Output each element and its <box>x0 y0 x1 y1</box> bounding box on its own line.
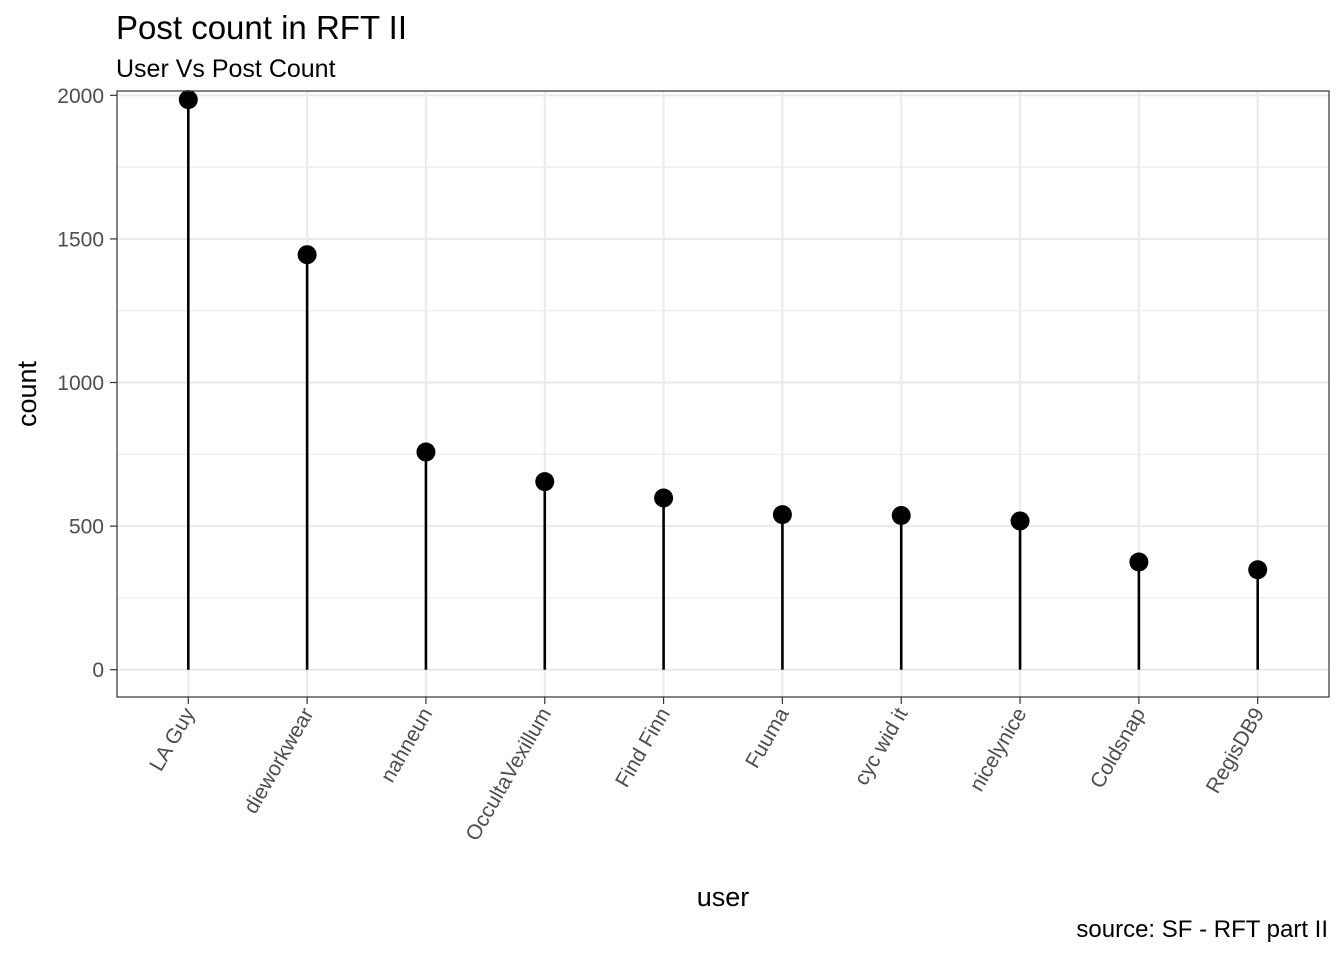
panel-border <box>116 90 1330 698</box>
data-point <box>297 245 317 265</box>
grid-lines <box>117 91 1329 697</box>
data-point <box>1010 511 1030 531</box>
x-tick-label: Fuuma <box>741 704 794 772</box>
x-tick-label: Find Finn <box>611 704 675 791</box>
chart-caption: source: SF - RFT part II <box>1076 916 1328 943</box>
x-tick-label: dieworkwear <box>240 704 319 818</box>
data-point <box>535 472 555 492</box>
x-tick-label: RegisDB9 <box>1202 704 1269 797</box>
data-point <box>654 488 674 508</box>
x-axis-title: user <box>697 882 750 912</box>
y-axis-title: count <box>12 360 42 427</box>
y-tick-label: 500 <box>69 516 104 539</box>
x-tick-label: LA Guy <box>145 704 200 776</box>
y-tick-label: 1500 <box>57 228 104 251</box>
y-tick-label: 1000 <box>57 372 104 395</box>
data-point <box>772 505 792 525</box>
chart-title: Post count in RFT II <box>116 9 408 46</box>
chart-subtitle: User Vs Post Count <box>116 55 336 83</box>
data-point <box>1129 552 1149 572</box>
data-point <box>178 90 198 110</box>
data-point <box>1248 560 1268 580</box>
y-tick-label: 0 <box>92 659 104 682</box>
x-tick-label: OccultaVexillum <box>461 704 556 845</box>
y-tick-label: 2000 <box>57 85 104 108</box>
x-tick-label: cyc wid it <box>850 704 913 789</box>
data-point <box>891 505 911 525</box>
x-tick-label: Coldsnap <box>1086 704 1150 792</box>
chart-marks <box>178 90 1268 670</box>
data-point <box>416 442 436 462</box>
x-tick-label: nicelynice <box>965 704 1031 795</box>
x-tick-label: nahneun <box>376 704 437 786</box>
